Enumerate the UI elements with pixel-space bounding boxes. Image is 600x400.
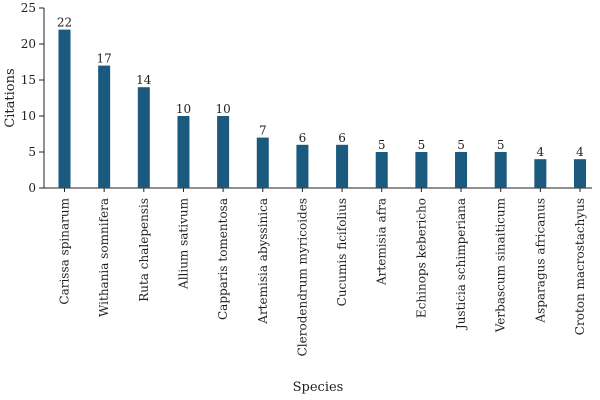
data-label: 14 xyxy=(136,73,152,87)
data-label: 5 xyxy=(497,138,505,152)
bar xyxy=(98,65,111,188)
bar xyxy=(494,152,507,188)
data-label: 4 xyxy=(576,145,584,159)
category-label: Croton macrostachyus xyxy=(573,198,587,335)
category-label: Ruta chalepensis xyxy=(137,198,151,302)
bars xyxy=(58,29,586,188)
category-label: Clerodendrum myricoides xyxy=(295,198,309,356)
data-label: 5 xyxy=(418,138,426,152)
category-label: Allium sativum xyxy=(176,197,190,290)
category-label: Cucumis ficifolius xyxy=(335,198,349,306)
y-axis-ticks: 0 5 10 15 20 25 xyxy=(21,1,44,195)
data-label: 4 xyxy=(537,145,545,159)
data-label: 17 xyxy=(97,52,112,66)
category-label: Justicia schimperiana xyxy=(454,198,468,331)
axes xyxy=(43,8,592,189)
bar xyxy=(336,144,349,188)
y-tick-label: 10 xyxy=(21,109,36,123)
bar xyxy=(375,152,388,188)
y-tick-label: 0 xyxy=(28,181,36,195)
y-axis-title: Citations xyxy=(3,68,18,127)
category-label: Asparagus africanus xyxy=(533,198,547,324)
x-axis-title: Species xyxy=(293,380,344,395)
bar xyxy=(455,152,468,188)
bar xyxy=(296,144,309,188)
category-labels: Carissa spinarum Withania somnifera Ruta c… xyxy=(58,188,587,356)
y-tick-label: 20 xyxy=(21,37,36,51)
bar xyxy=(217,116,230,188)
y-tick-label: 25 xyxy=(21,1,36,15)
data-label: 10 xyxy=(176,102,191,116)
bar xyxy=(177,116,190,188)
category-label: Withania somnifera xyxy=(97,198,111,317)
data-label: 6 xyxy=(338,131,346,145)
category-label: Artemisia abyssinica xyxy=(256,198,270,325)
bar xyxy=(256,137,269,188)
category-label: Artemisia afra xyxy=(375,198,389,286)
data-label: 5 xyxy=(378,138,386,152)
y-tick-label: 5 xyxy=(28,145,36,159)
bar xyxy=(58,29,71,188)
bar xyxy=(574,159,586,188)
data-label: 6 xyxy=(299,131,307,145)
data-label: 5 xyxy=(457,138,465,152)
category-label: Echinops kebericho xyxy=(414,198,428,318)
data-labels: 22 17 14 10 10 7 6 6 5 5 5 5 4 4 xyxy=(57,16,584,160)
bar xyxy=(534,159,547,188)
category-label: Carissa spinarum xyxy=(58,197,72,304)
data-label: 22 xyxy=(57,16,72,30)
category-label: Verbascum sinaiticum xyxy=(494,197,508,333)
bar xyxy=(415,152,428,188)
y-tick-label: 15 xyxy=(21,73,36,87)
bar xyxy=(137,87,150,188)
category-label: Capparis tomentosa xyxy=(216,198,230,320)
data-label: 7 xyxy=(259,124,267,138)
data-label: 10 xyxy=(215,102,230,116)
